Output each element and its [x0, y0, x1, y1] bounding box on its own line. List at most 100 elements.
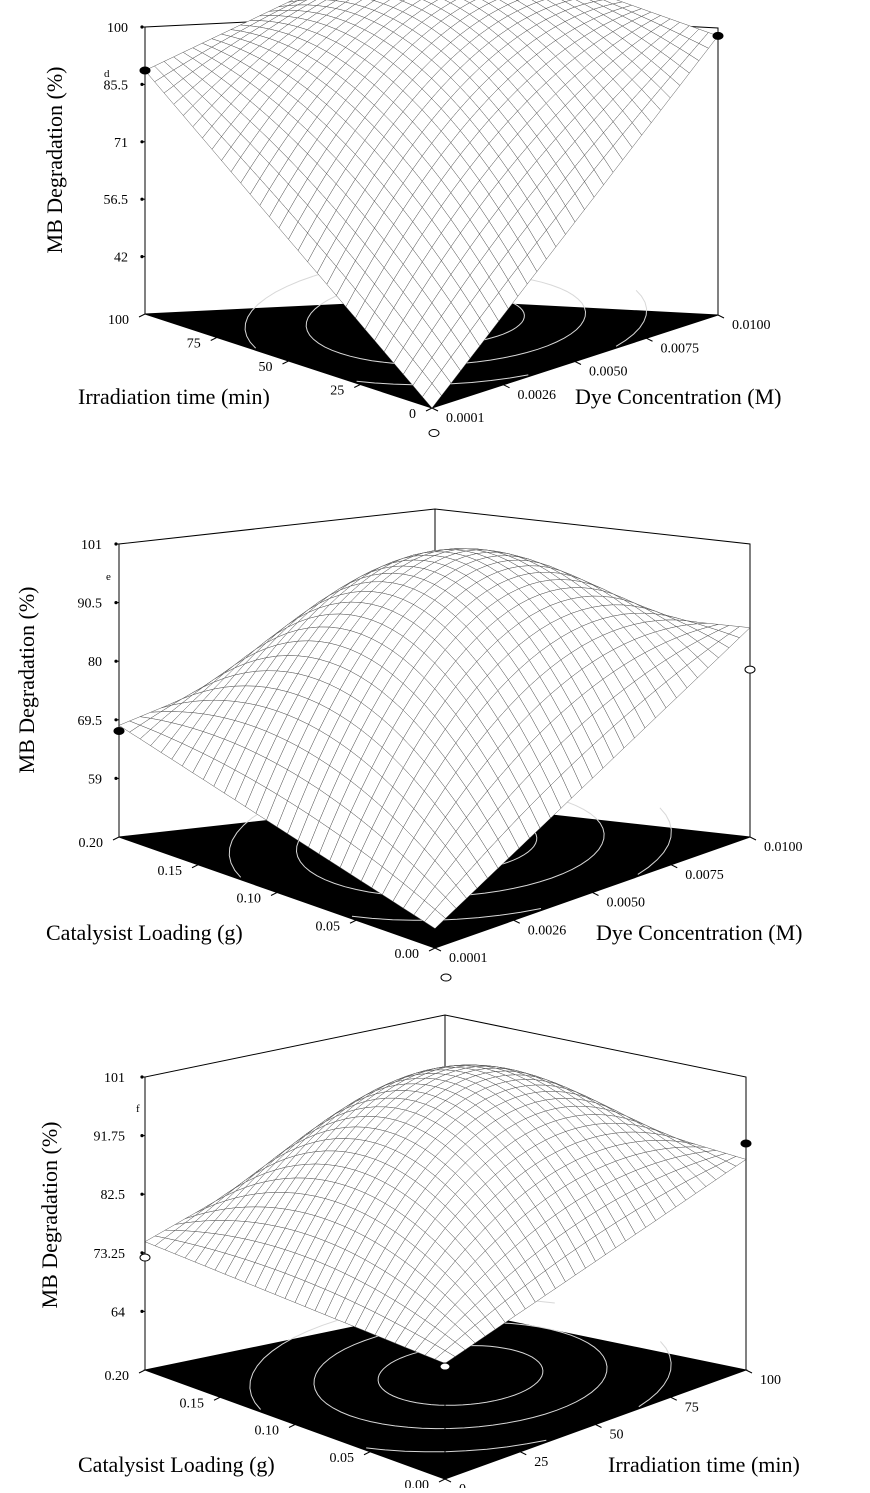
surface-plot-f: 6473.2582.591.751010.000.050.100.150.200… — [37, 974, 800, 1488]
right-axis-tick-label: 0 — [459, 1482, 466, 1488]
left-axis-tick — [283, 361, 289, 364]
z-tick-label: 69.5 — [78, 714, 103, 729]
right-axis-tick-label: 75 — [685, 1400, 699, 1415]
z-tick-dot — [140, 140, 143, 143]
left-axis-tick-label: 0.00 — [405, 1478, 430, 1488]
right-axis-title: Dye Concentration (M) — [596, 920, 803, 945]
design-point — [429, 430, 439, 437]
left-axis-tick-label: 0.15 — [180, 1396, 205, 1411]
right-axis-tick-label: 0.0100 — [732, 318, 771, 333]
z-tick-dot — [140, 1134, 143, 1137]
right-axis-tick-label: 50 — [610, 1428, 624, 1443]
z-tick-dot — [140, 1310, 143, 1313]
left-axis-tick-label: 0 — [409, 407, 416, 422]
right-axis-tick-label: 0.0100 — [764, 840, 803, 855]
right-axis-tick — [435, 948, 441, 951]
z-tick-label: 85.5 — [104, 78, 129, 93]
left-axis-tick-label: 75 — [187, 337, 201, 352]
left-axis-tick-label: 0.00 — [395, 947, 420, 962]
design-point — [440, 1363, 450, 1370]
z-tick-label: 64 — [111, 1305, 125, 1320]
right-axis-tick-label: 100 — [760, 1373, 781, 1388]
right-axis-tick — [746, 1370, 752, 1373]
left-axis-tick — [211, 338, 217, 341]
left-axis-tick — [429, 948, 435, 951]
left-axis-tick — [139, 314, 145, 317]
z-tick-dot — [114, 601, 117, 604]
panel-letter: f — [136, 1103, 140, 1115]
left-axis-tick — [139, 1370, 145, 1373]
z-tick-dot — [114, 718, 117, 721]
right-axis-tick-label: 0.0001 — [446, 411, 485, 426]
z-tick-dot — [114, 777, 117, 780]
z-tick-dot — [140, 25, 143, 28]
z-tick-dot — [140, 1075, 143, 1078]
left-axis-tick — [271, 893, 277, 896]
z-tick-dot — [140, 1193, 143, 1196]
surface-mesh — [145, 0, 718, 408]
left-axis-tick-label: 0.10 — [255, 1424, 280, 1439]
left-axis-tick-label: 50 — [259, 360, 273, 375]
right-axis-tick-label: 0.0026 — [518, 388, 557, 403]
right-axis-title: Dye Concentration (M) — [575, 384, 782, 409]
left-axis-tick-label: 0.10 — [237, 892, 262, 907]
right-axis-tick — [671, 1397, 677, 1400]
left-axis-title: Irradiation time (min) — [78, 384, 270, 409]
z-axis-title: MB Degradation (%) — [42, 67, 67, 254]
z-tick-label: 90.5 — [78, 597, 103, 612]
left-axis-title: Catalysist Loading (g) — [46, 920, 243, 945]
z-tick-label: 73.25 — [94, 1247, 126, 1262]
right-axis-tick — [445, 1479, 451, 1482]
left-axis-title: Catalysist Loading (g) — [78, 1452, 275, 1477]
left-axis-tick — [354, 385, 360, 388]
z-tick-label: 100 — [107, 21, 128, 36]
right-axis-tick — [718, 315, 724, 318]
z-tick-label: 71 — [114, 136, 128, 151]
right-axis-tick-label: 0.0026 — [528, 923, 567, 938]
z-tick-dot — [114, 542, 117, 545]
left-axis-tick-label: 0.05 — [330, 1451, 355, 1466]
design-point — [114, 727, 124, 734]
left-axis-tick — [426, 408, 432, 411]
design-point — [140, 67, 150, 74]
left-axis-tick — [289, 1425, 295, 1428]
right-axis-tick — [593, 893, 599, 896]
design-point — [713, 32, 723, 39]
surface-plot-d: 42 56.5 71 85.5 100 0 25 50 75 100 0.0001 0.0026 0.0… — [42, 0, 782, 426]
z-tick-dot — [140, 198, 143, 201]
right-axis-tick — [596, 1425, 602, 1428]
right-axis-tick-label: 0.0050 — [589, 365, 628, 380]
right-axis-title: Irradiation time (min) — [608, 1452, 800, 1477]
z-tick-dot — [140, 255, 143, 258]
left-axis-tick — [350, 920, 356, 923]
right-axis-tick — [504, 385, 510, 388]
left-axis-tick — [214, 1397, 220, 1400]
panel-letter: d — [104, 68, 110, 80]
left-axis-tick — [364, 1452, 370, 1455]
surface-mesh — [145, 1065, 746, 1364]
z-tick-label: 80 — [88, 655, 102, 670]
surface-plot-e: 5969.58090.51010.000.050.100.150.200.000… — [14, 430, 803, 967]
left-axis-tick-label: 0.20 — [79, 836, 104, 851]
right-axis-tick — [575, 362, 581, 365]
right-axis-tick-label: 0.0075 — [685, 868, 724, 883]
left-axis-tick — [192, 865, 198, 868]
z-tick-dot — [114, 660, 117, 663]
left-axis-tick-label: 0.05 — [316, 919, 341, 934]
right-axis-tick-label: 0.0001 — [449, 951, 488, 966]
design-point — [140, 1254, 150, 1261]
left-axis-tick-label: 0.20 — [105, 1369, 130, 1384]
left-axis-tick-label: 100 — [108, 313, 129, 328]
right-axis-tick-label: 0.0050 — [607, 896, 646, 911]
panel-letter: e — [106, 571, 111, 583]
right-axis-tick — [647, 338, 653, 341]
right-axis-tick — [520, 1452, 526, 1455]
right-axis-tick-label: 0.0075 — [661, 341, 700, 356]
z-tick-label: 56.5 — [104, 193, 129, 208]
left-axis-tick-label: 25 — [330, 384, 344, 399]
z-axis-title: MB Degradation (%) — [37, 1122, 62, 1309]
left-axis-tick — [439, 1479, 445, 1482]
z-tick-label: 42 — [114, 251, 128, 266]
